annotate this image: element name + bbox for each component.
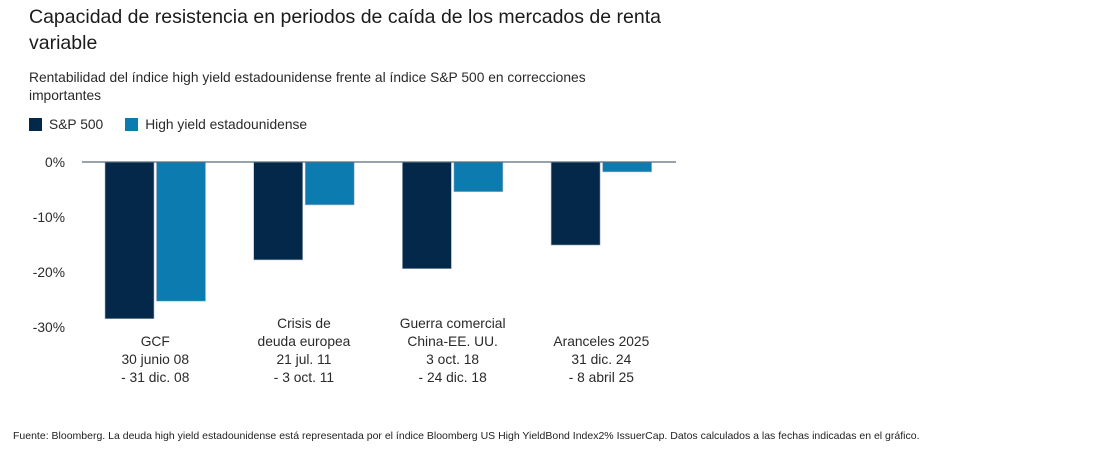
- x-category-label: China-EE. UU.: [407, 334, 497, 349]
- x-category-label: - 31 dic. 08: [121, 370, 190, 385]
- bar-sp500: [104, 161, 155, 320]
- legend-item-sp500: S&P 500: [29, 117, 103, 132]
- x-category-label: 21 jul. 11: [276, 352, 331, 367]
- x-category-label: Guerra comercial: [400, 316, 506, 331]
- source-note: Fuente: Bloomberg. La deuda high yield e…: [13, 430, 920, 442]
- x-category-label: Crisis de: [277, 316, 331, 331]
- legend-label-sp500: S&P 500: [49, 117, 104, 132]
- y-tick-label: -20%: [33, 265, 65, 280]
- bar-high-yield: [156, 161, 206, 302]
- legend-item-high-yield: High yield estadounidense: [125, 117, 307, 132]
- x-category-label: - 8 abril 25: [569, 370, 635, 385]
- x-category-label: - 3 oct. 11: [274, 370, 334, 385]
- bar-high-yield: [304, 161, 355, 206]
- x-category-label: 31 dic. 24: [571, 352, 631, 367]
- y-tick-label: -10%: [33, 210, 65, 225]
- x-category-label: 3 oct. 18: [426, 352, 479, 367]
- bar-high-yield: [453, 161, 504, 193]
- legend-swatch-sp500: [29, 118, 42, 131]
- legend-label-high-yield: High yield estadounidense: [145, 117, 308, 132]
- x-category-label: 30 junio 08: [121, 352, 189, 367]
- bar-sp500: [402, 161, 452, 269]
- chart-title: Capacidad de resistencia en periodos de …: [29, 6, 661, 54]
- bar-chart: 0% -10% -20% -30% GCF 30 junio 08 - 31 dic. 08…: [33, 155, 676, 385]
- y-tick-label: -30%: [33, 320, 65, 335]
- chart-subtitle: Rentabilidad del índice high yield estad…: [29, 70, 586, 103]
- x-category-label: GCF: [141, 334, 170, 349]
- bar-sp500: [253, 161, 303, 261]
- y-tick-label: 0%: [45, 155, 65, 170]
- x-category-label: deuda europea: [258, 334, 351, 349]
- x-category-label: Aranceles 2025: [553, 334, 649, 349]
- legend-swatch-high-yield: [125, 118, 139, 131]
- bar-sp500: [550, 161, 601, 246]
- x-category-label: - 24 dic. 18: [419, 370, 488, 385]
- bar-high-yield: [602, 161, 652, 173]
- legend: S&P 500 High yield estadounidense: [29, 117, 329, 132]
